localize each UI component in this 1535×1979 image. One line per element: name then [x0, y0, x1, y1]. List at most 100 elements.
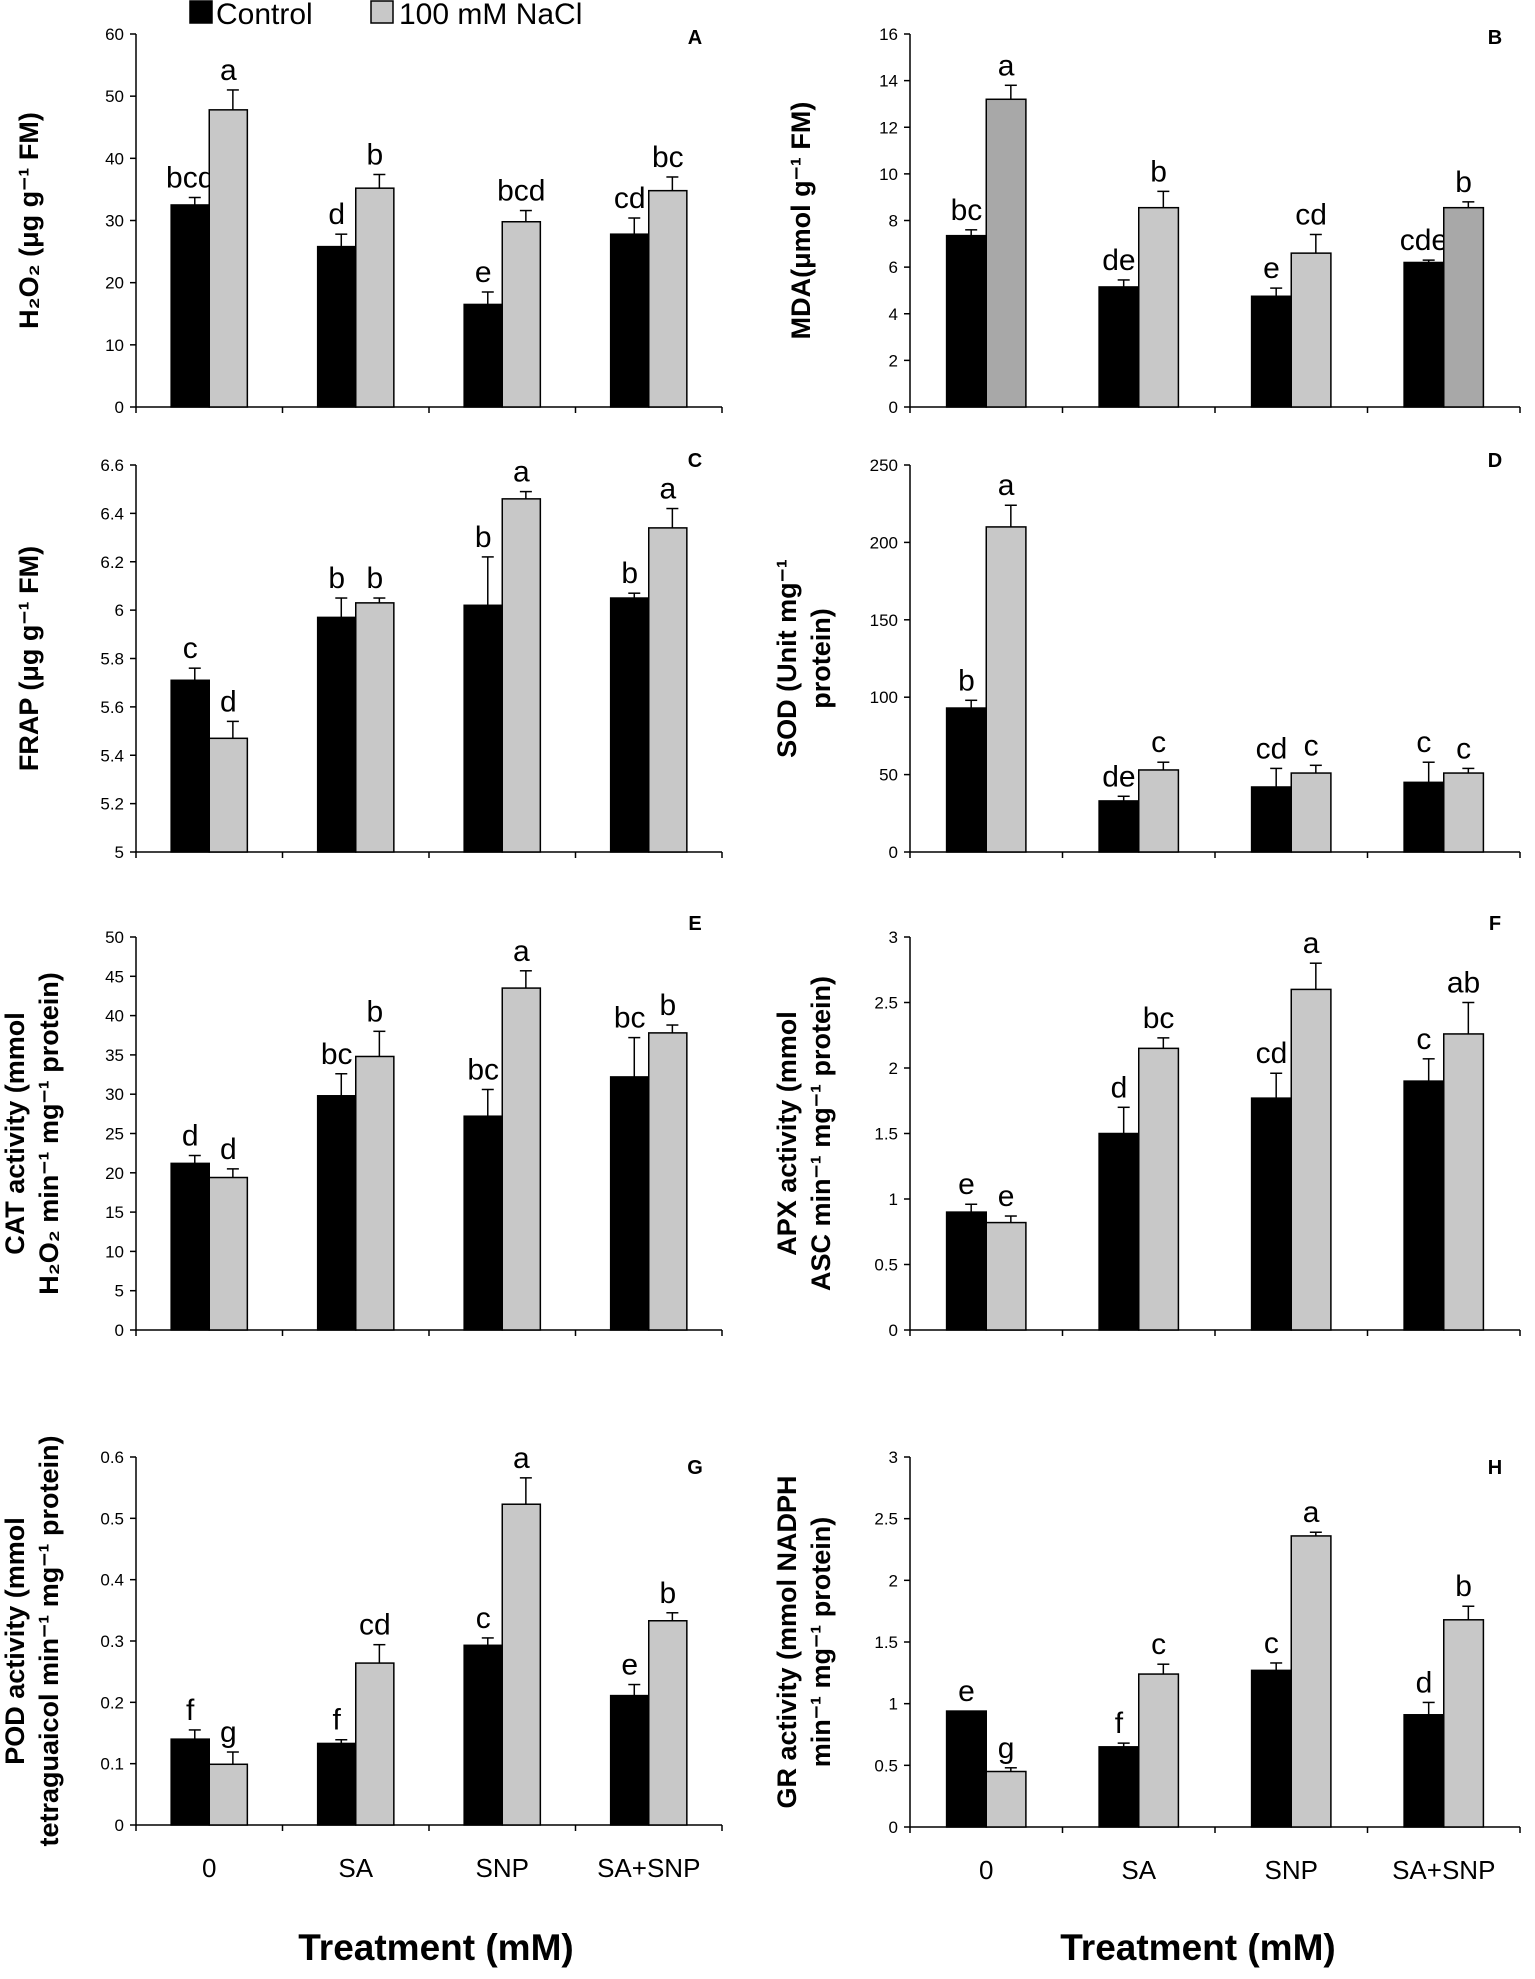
bar-nacl-sa: [355, 1055, 395, 1331]
bar-control-sa-plus-snp: [1403, 781, 1445, 853]
bar-nacl-sa-plus-snp: [648, 1620, 688, 1826]
panel-letter: G: [687, 1457, 703, 1479]
y-tick-label: 20: [105, 1164, 124, 1183]
y-tick-label: 35: [105, 1046, 124, 1065]
y-axis-label: ASC min⁻¹ mg⁻¹ protein): [806, 976, 836, 1291]
bar-control-snp: [463, 1115, 504, 1331]
bar-nacl-0: [208, 1176, 249, 1331]
significance-letter: cd: [1256, 732, 1288, 765]
bar-control-sa-plus-snp: [1403, 1714, 1445, 1828]
significance-letter: e: [1263, 252, 1280, 285]
y-tick-label: 10: [105, 1242, 124, 1261]
y-tick-label: 0: [889, 843, 898, 862]
y-axis-label: FRAP (μg g⁻¹ FM): [14, 546, 44, 771]
y-tick-label: 0.6: [100, 1448, 124, 1467]
bar-nacl-sa: [1138, 769, 1180, 853]
y-axis-label: APX activity (mmol: [772, 1011, 802, 1256]
bar-control-sa-plus-snp: [609, 597, 650, 853]
significance-letter: a: [513, 1442, 530, 1475]
significance-letter: a: [659, 473, 676, 506]
bar-nacl-0: [985, 1770, 1027, 1828]
bar-control-0: [170, 204, 211, 408]
y-tick-label: 5: [115, 843, 124, 862]
y-tick-label: 40: [105, 149, 124, 168]
significance-letter: c: [1456, 732, 1471, 765]
significance-letter: f: [333, 1704, 342, 1737]
x-category-label: SA: [1121, 1855, 1156, 1885]
bar-nacl-sa-plus-snp: [1443, 1619, 1485, 1828]
y-tick-label: 0: [115, 398, 124, 417]
significance-letter: a: [1303, 1496, 1320, 1529]
significance-letter: e: [621, 1649, 638, 1682]
y-tick-label: 1.5: [874, 1633, 898, 1652]
bar-nacl-snp: [501, 987, 542, 1331]
y-tick-label: 6: [115, 601, 124, 620]
bar-nacl-sa: [1138, 1047, 1180, 1331]
significance-letter: cd: [359, 1609, 391, 1642]
significance-letter: b: [328, 562, 345, 595]
bar-nacl-snp: [501, 498, 542, 853]
significance-letter: e: [998, 1180, 1015, 1213]
y-tick-label: 0: [889, 1818, 898, 1837]
significance-letter: ab: [1447, 967, 1480, 1000]
y-tick-label: 2.5: [874, 994, 898, 1013]
y-tick-label: 0.5: [874, 1756, 898, 1775]
significance-letter: cde: [1400, 224, 1448, 257]
y-axis-label: min⁻¹ mg⁻¹ protein): [806, 1517, 836, 1767]
significance-letter: d: [220, 1133, 237, 1166]
panel-h: 0 0.5 1 1.5 2 2.5 3 e f c d g c a b H GR activity (mmol …: [772, 1448, 1521, 1885]
bar-nacl-0: [208, 1763, 249, 1826]
y-tick-label: 15: [105, 1203, 124, 1222]
bar-control-0: [945, 707, 987, 853]
bar-control-0: [945, 234, 987, 408]
y-tick-label: 6.6: [100, 456, 124, 475]
y-tick-label: 10: [879, 165, 898, 184]
significance-letter: a: [220, 54, 237, 87]
bar-nacl-snp: [501, 1503, 542, 1826]
panel-f: 0 0.5 1 1.5 2 2.5 3 e d cd c e bc a ab F APX activity (m…: [772, 913, 1521, 1340]
x-category-label: SA+SNP: [597, 1853, 700, 1883]
y-tick-label: 0: [889, 1321, 898, 1340]
significance-letter: f: [186, 1694, 195, 1727]
y-tick-label: 4: [889, 305, 898, 324]
significance-letter: d: [328, 198, 345, 231]
bar-nacl-sa: [355, 187, 395, 408]
y-tick-label: 0.1: [100, 1755, 124, 1774]
y-tick-label: 2: [889, 351, 898, 370]
bar-control-0: [945, 1211, 987, 1331]
panel-letter: C: [688, 450, 702, 472]
significance-letter: bc: [321, 1038, 353, 1071]
y-axis-label: protein): [806, 608, 836, 709]
y-tick-label: 0: [115, 1321, 124, 1340]
x-category-label: 0: [202, 1853, 216, 1883]
y-tick-label: 10: [105, 336, 124, 355]
panel-letter: B: [1488, 27, 1502, 49]
significance-letter: b: [958, 664, 975, 697]
y-axis-label: GR activity (mmol NADPH: [772, 1475, 802, 1808]
y-tick-label: 1.5: [874, 1125, 898, 1144]
bar-control-sa: [1098, 286, 1140, 408]
significance-letter: bc: [951, 194, 983, 227]
bar-control-snp: [463, 604, 504, 853]
panel-b: 0 2 4 6 8 10 12 14 16 bc de e cde a b cd b B MDA(μmol g⁻¹ …: [786, 25, 1521, 417]
significance-letter: bcd: [166, 161, 214, 194]
bar-control-sa-plus-snp: [609, 1694, 650, 1826]
y-tick-label: 0.3: [100, 1632, 124, 1651]
bar-nacl-snp: [501, 220, 542, 408]
significance-letter: bc: [467, 1053, 499, 1086]
bar-control-0: [170, 1738, 211, 1826]
y-axis-label: MDA(μmol g⁻¹ FM): [786, 102, 816, 340]
bar-control-0: [170, 1162, 211, 1331]
y-tick-label: 0.5: [874, 1256, 898, 1275]
bar-nacl-sa: [355, 1662, 395, 1826]
bar-nacl-0: [208, 737, 249, 853]
bar-nacl-snp: [1290, 772, 1332, 853]
x-category-label: SNP: [476, 1853, 529, 1883]
significance-letter: a: [513, 935, 530, 968]
bar-nacl-sa: [355, 602, 395, 853]
significance-letter: cd: [614, 182, 646, 215]
y-tick-label: 6: [889, 258, 898, 277]
y-tick-label: 2: [889, 1059, 898, 1078]
